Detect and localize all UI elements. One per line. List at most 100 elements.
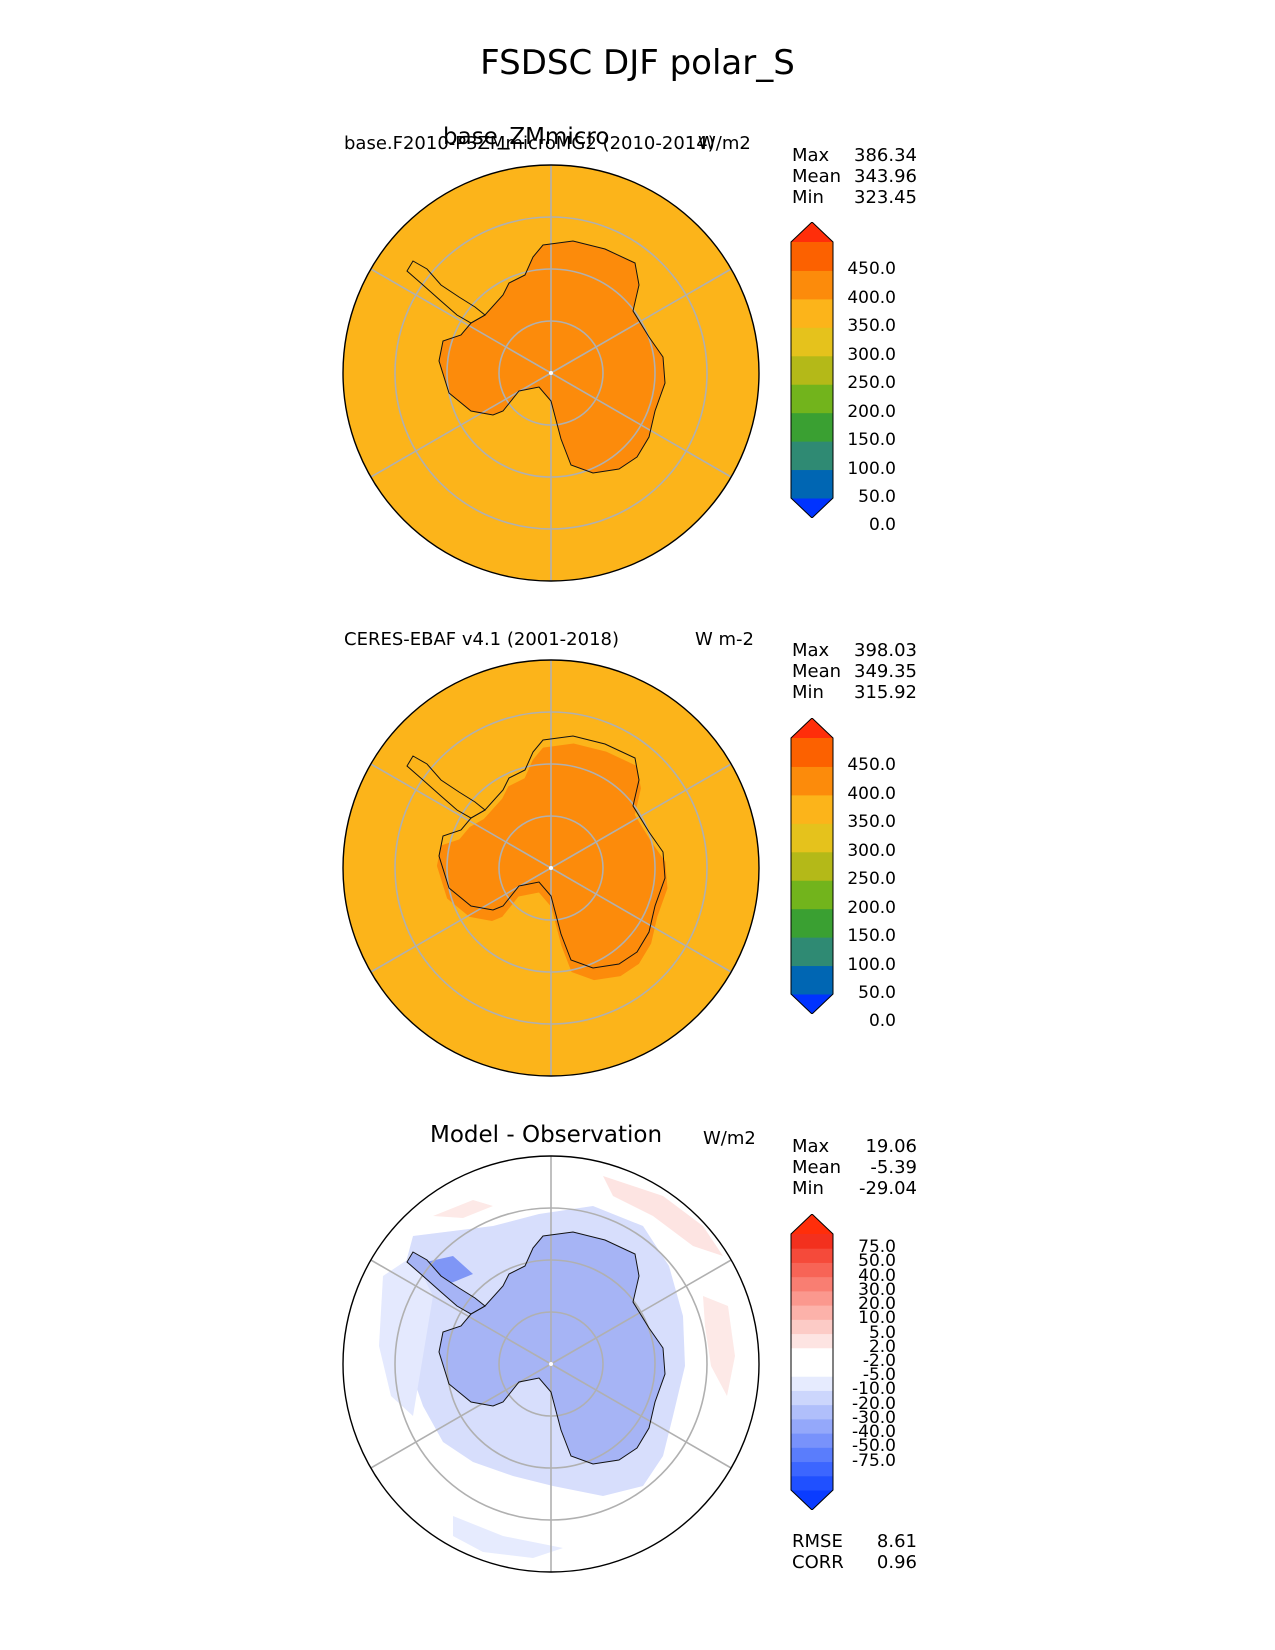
colorbar-segment (791, 469, 833, 499)
colorbar-tick-label: 350.0 (847, 812, 896, 833)
stat-value: 323.45 (854, 187, 917, 208)
colorbar-segment (791, 1461, 833, 1477)
colorbar-extend-high (791, 718, 833, 738)
stat-value: -29.04 (858, 1178, 917, 1199)
colorbar-segment (791, 1418, 833, 1434)
panel-title: base_ZMmicro (443, 124, 610, 150)
colorbar-outline (790, 1214, 834, 1510)
stat-label: Min (792, 1178, 824, 1199)
stat-value: -5.39 (870, 1157, 917, 1178)
colorbar-segment (791, 1290, 833, 1306)
stats-block: Max 386.34 Mean 343.96 Min 323.45 (792, 145, 917, 208)
colorbar-tick-label: 150.0 (847, 926, 896, 947)
colorbar-segment (791, 937, 833, 967)
stat-label: Mean (792, 1157, 842, 1178)
colorbar-tick-label: 350.0 (847, 316, 896, 337)
peninsula-field (407, 1252, 485, 1314)
colorbar-segment (791, 441, 833, 471)
colorbar-tick-label: 450.0 (847, 259, 896, 280)
coastline (406, 260, 486, 324)
stat-label: Mean (792, 661, 842, 682)
coastline (406, 1251, 486, 1315)
anomaly-region (603, 1176, 723, 1256)
colorbar-tick-label: -20.0 (852, 1393, 896, 1414)
anomaly-region (433, 1200, 493, 1218)
peninsula-field (407, 756, 485, 818)
stat-min: Min 315.92 (792, 682, 917, 703)
map-field (343, 165, 759, 581)
stat-label: CORR (792, 1552, 844, 1573)
land-field (439, 1232, 665, 1464)
colorbar-tick-label: -75.0 (852, 1450, 896, 1471)
panel-units-label: W/m2 (698, 133, 751, 154)
colorbar-segment (791, 270, 833, 300)
colorbar-tick-label: 300.0 (847, 840, 896, 861)
peninsula-field (407, 261, 485, 323)
colorbar-segment (791, 823, 833, 853)
colorbar-segment (791, 965, 833, 995)
colorbar-tick-label: 400.0 (847, 783, 896, 804)
colorbar-tick-label: 20.0 (858, 1294, 896, 1315)
colorbar-tick-label: 200.0 (847, 897, 896, 918)
stat-label: RMSE (792, 1531, 843, 1552)
meridian-line (550, 1363, 732, 1469)
stat-label: Min (792, 682, 824, 703)
colorbar-tick-label: -50.0 (852, 1436, 896, 1457)
colorbar (790, 1214, 834, 1510)
colorbar-tick-label: -2.0 (862, 1351, 896, 1371)
colorbar-segment (791, 851, 833, 881)
stat-value: 0.96 (876, 1552, 917, 1573)
colorbar-segment (791, 355, 833, 385)
stat-value: 8.61 (876, 1531, 917, 1552)
polar-map (342, 1155, 760, 1573)
colorbar-tick-label: 250.0 (847, 373, 896, 394)
stat-max: Max 386.34 (792, 145, 917, 166)
panel-title: Model - Observation (430, 1122, 663, 1148)
colorbar-segment (791, 1248, 833, 1263)
colorbar-tick-label: 50.0 (858, 1251, 896, 1272)
stat-label: Max (792, 145, 830, 166)
colorbar-segment (791, 1433, 833, 1448)
land-field (436, 743, 668, 981)
stat-value: 19.06 (865, 1136, 917, 1157)
colorbar-segment (791, 794, 833, 824)
colorbar-segment (791, 1319, 833, 1335)
stat-mean: Mean 349.35 (792, 661, 917, 682)
colorbar-extend-low (791, 498, 833, 518)
extra-stats-block: RMSE 8.61 CORR 0.96 (792, 1531, 917, 1573)
colorbar-tick-label: 2.0 (868, 1336, 896, 1357)
colorbar-tick-label: 5.0 (868, 1322, 896, 1343)
colorbar-segment (791, 880, 833, 910)
colorbar-tick-label: 400.0 (847, 287, 896, 308)
colorbar-segment (791, 1262, 833, 1278)
colorbar-segment (791, 1447, 833, 1463)
meridian-line (550, 763, 732, 869)
colorbar-tick-label: 200.0 (847, 401, 896, 422)
colorbar-tick-label: 50.0 (858, 983, 896, 1003)
anomaly-region (703, 1296, 735, 1396)
stat-label: Max (792, 1136, 830, 1157)
meridian-line (550, 268, 732, 374)
colorbar-tick-label: 250.0 (847, 869, 896, 890)
polar-map (342, 659, 760, 1077)
stat-label: Max (792, 640, 830, 661)
land-field (439, 241, 665, 473)
stat-max: Max 19.06 (792, 1136, 917, 1157)
pole-marker (549, 1362, 553, 1366)
colorbar-segment (791, 738, 833, 767)
colorbar-extend-low (791, 994, 833, 1014)
colorbar-tick-label: 100.0 (847, 954, 896, 975)
meridian-line (550, 372, 732, 478)
meridian-line (550, 867, 732, 973)
stat-value: 349.35 (854, 661, 917, 682)
colorbar-tick-label: 300.0 (847, 344, 896, 365)
anomaly-region (453, 1516, 563, 1558)
colorbar-segment (791, 1362, 833, 1377)
stat-max: Max 398.03 (792, 640, 917, 661)
colorbar-segment (791, 1404, 833, 1420)
colorbar-segment (791, 298, 833, 328)
pole-marker (549, 866, 553, 870)
colorbar-tick-label: 10.0 (858, 1308, 896, 1329)
colorbar-extend-high (791, 222, 833, 242)
colorbar (790, 718, 834, 1014)
